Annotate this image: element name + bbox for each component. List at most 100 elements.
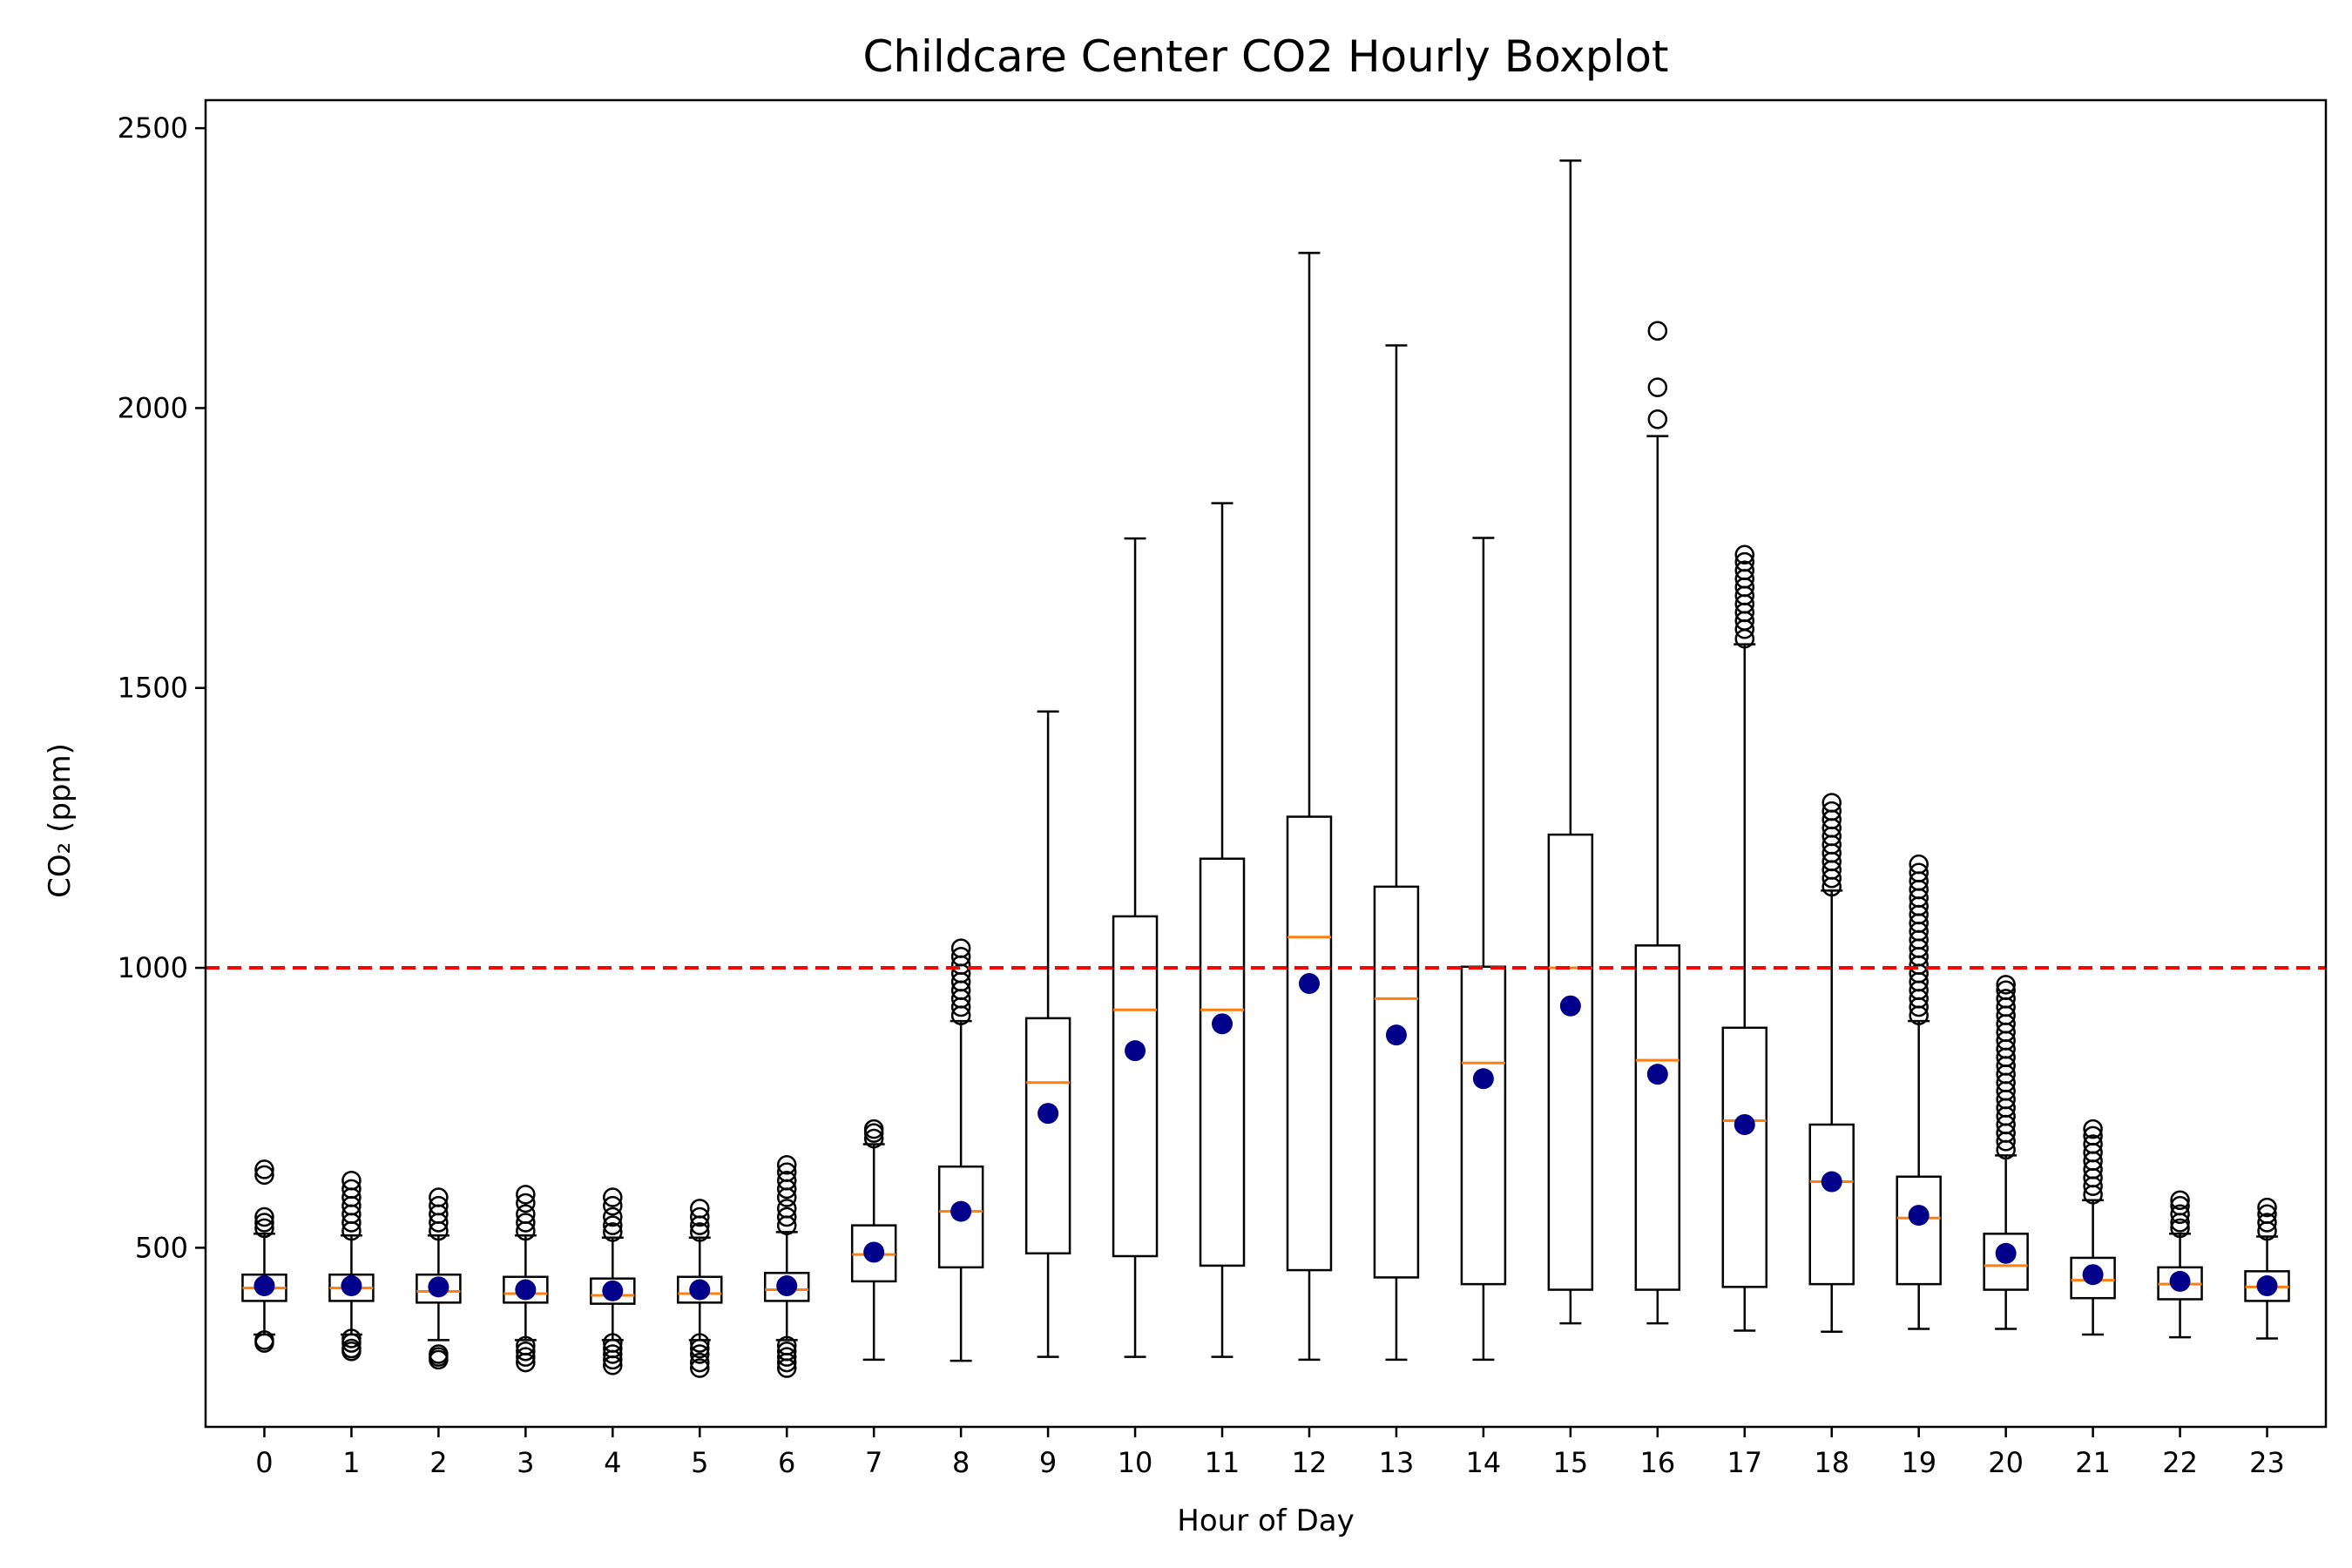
x-tick-label: 23: [2249, 1446, 2285, 1479]
x-tick-label: 8: [952, 1446, 970, 1479]
box-iqr: [1286, 815, 1333, 1272]
outlier-point: [776, 1347, 797, 1367]
outlier-point: [254, 1159, 274, 1179]
mean-point: [1646, 1064, 1668, 1085]
x-tick-label: 11: [1205, 1446, 1240, 1479]
outlier-point: [1996, 980, 2016, 1001]
mean-point: [515, 1279, 537, 1301]
mean-point: [1734, 1113, 1755, 1135]
outlier-point: [1734, 560, 1755, 581]
outlier-point: [776, 1170, 797, 1191]
x-tick-label: 17: [1727, 1446, 1762, 1479]
outlier-point: [516, 1185, 536, 1205]
x-tick-label: 16: [1639, 1446, 1675, 1479]
box-iqr: [2070, 1256, 2116, 1300]
x-tick-label: 15: [1552, 1446, 1588, 1479]
outlier-point: [1996, 975, 2016, 995]
outlier-point: [341, 1170, 362, 1191]
x-tick-label: 3: [517, 1446, 534, 1479]
mean-point: [1559, 995, 1581, 1017]
outlier-point: [603, 1215, 623, 1235]
box-iqr: [763, 1272, 810, 1302]
mean-point: [253, 1275, 275, 1297]
outlier-point: [776, 1199, 797, 1219]
outlier-point: [863, 1119, 884, 1139]
outlier-point: [690, 1358, 710, 1378]
y-tick-label: 500: [135, 1231, 188, 1264]
outlier-point: [254, 1213, 274, 1233]
outlier-point: [254, 1165, 274, 1186]
box-iqr: [503, 1275, 549, 1304]
box-iqr: [416, 1273, 462, 1304]
outlier-point: [2083, 1134, 2103, 1154]
x-tick-label: 10: [1118, 1446, 1153, 1479]
outlier-point: [690, 1344, 710, 1364]
outlier-point: [2257, 1197, 2277, 1218]
outlier-point: [516, 1213, 536, 1233]
outlier-point: [690, 1352, 710, 1373]
outlier-point: [776, 1155, 797, 1175]
outlier-point: [1734, 544, 1755, 565]
x-tick-label: 0: [255, 1446, 273, 1479]
y-axis-label: CO₂ (ppm): [43, 743, 78, 898]
outlier-point: [1909, 862, 1929, 883]
mean-point: [602, 1280, 624, 1301]
mean-point: [2256, 1275, 2278, 1297]
chart-title: Childcare Center CO2 Hourly Boxplot: [862, 31, 1668, 82]
box-iqr: [1199, 857, 1246, 1267]
outlier-point: [341, 1179, 362, 1200]
mean-point: [341, 1275, 362, 1297]
mean-point: [1995, 1242, 2017, 1264]
outlier-point: [341, 1328, 362, 1348]
outlier-point: [1647, 377, 1668, 397]
x-tick-label: 2: [429, 1446, 447, 1479]
outlier-point: [1996, 989, 2016, 1009]
box-iqr: [677, 1275, 723, 1304]
outlier-point: [950, 946, 971, 967]
box-iqr: [937, 1165, 984, 1269]
mean-point: [1908, 1205, 1930, 1227]
x-tick-label: 22: [2162, 1446, 2198, 1479]
box-iqr: [1808, 1123, 1855, 1286]
mean-point: [2082, 1264, 2104, 1286]
x-tick-label: 7: [865, 1446, 882, 1479]
mean-point: [1821, 1171, 1842, 1193]
mean-point: [950, 1200, 972, 1222]
mean-point: [2169, 1270, 2191, 1292]
outlier-point: [2170, 1204, 2190, 1225]
outlier-point: [603, 1344, 623, 1364]
x-tick-label: 1: [342, 1446, 360, 1479]
y-tick-label: 1500: [118, 672, 188, 705]
outlier-point: [603, 1195, 623, 1216]
outlier-point: [1821, 793, 1842, 813]
outlier-point: [776, 1341, 797, 1362]
outlier-point: [429, 1344, 449, 1364]
box-iqr: [1373, 885, 1420, 1279]
box-iqr: [1547, 833, 1594, 1291]
mean-point: [863, 1241, 885, 1263]
box-iqr: [1024, 1017, 1071, 1255]
outlier-point: [516, 1335, 536, 1356]
outlier-point: [2170, 1190, 2190, 1210]
mean-point: [1125, 1040, 1146, 1062]
box-iqr: [1634, 944, 1681, 1291]
outlier-point: [1647, 409, 1668, 429]
outlier-point: [516, 1341, 536, 1362]
x-tick-label: 21: [2075, 1446, 2111, 1479]
outlier-point: [603, 1338, 623, 1359]
x-tick-label: 13: [1379, 1446, 1415, 1479]
outlier-point: [603, 1187, 623, 1207]
outlier-point: [690, 1338, 710, 1359]
outlier-point: [254, 1206, 274, 1227]
box-iqr: [1460, 965, 1507, 1286]
outlier-point: [863, 1128, 884, 1149]
mean-point: [689, 1279, 711, 1301]
outlier-point: [2083, 1125, 2103, 1146]
x-axis-label: Hour of Day: [1177, 1504, 1354, 1538]
y-tick-label: 2500: [118, 112, 188, 145]
outlier-point: [1734, 551, 1755, 572]
outlier-point: [2257, 1204, 2277, 1225]
y-tick-label: 1000: [118, 951, 188, 984]
